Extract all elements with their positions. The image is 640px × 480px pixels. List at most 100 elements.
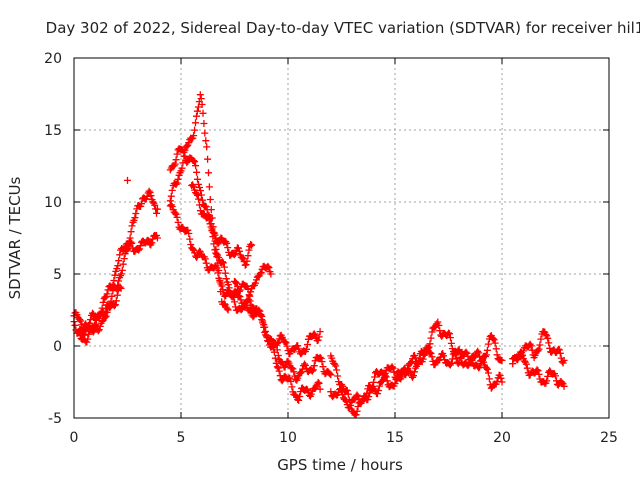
data-point <box>118 266 126 274</box>
data-point <box>241 261 249 269</box>
data-point <box>172 210 180 218</box>
data-point <box>434 318 442 326</box>
plot-frame <box>73 57 610 419</box>
data-point <box>76 316 84 324</box>
x-tick-label: 20 <box>493 430 511 446</box>
data-point <box>95 326 103 334</box>
data-point <box>180 148 188 156</box>
data-point <box>123 246 131 254</box>
data-point <box>381 372 389 380</box>
data-point <box>537 335 545 343</box>
data-point <box>371 373 379 381</box>
data-point <box>94 327 102 335</box>
data-point <box>214 240 222 248</box>
data-point <box>91 321 99 329</box>
data-point <box>178 164 186 172</box>
data-point <box>326 370 334 378</box>
data-point <box>235 287 243 295</box>
data-point <box>462 348 470 356</box>
data-point <box>455 346 463 353</box>
data-point <box>410 372 417 380</box>
data-point <box>535 345 543 353</box>
x-tick-label: 0 <box>70 430 79 446</box>
data-point <box>190 132 198 140</box>
data-point <box>249 303 257 311</box>
data-point <box>89 309 96 317</box>
data-point <box>211 231 219 239</box>
data-point <box>278 377 286 385</box>
data-point <box>208 225 216 233</box>
data-point <box>265 264 273 272</box>
data-point <box>354 392 362 400</box>
data-point <box>101 310 109 318</box>
data-point <box>71 321 79 329</box>
data-point <box>311 384 319 392</box>
data-point <box>104 286 112 294</box>
data-point <box>411 354 419 362</box>
data-point <box>392 374 400 382</box>
x-tick-label: 15 <box>386 430 404 446</box>
data-point <box>286 374 294 382</box>
data-point <box>273 346 281 354</box>
data-point <box>116 251 124 259</box>
data-point <box>273 363 281 371</box>
data-point <box>245 291 253 299</box>
data-point <box>333 366 341 374</box>
data-point <box>536 341 544 349</box>
data-point <box>427 334 435 342</box>
data-point <box>237 306 245 314</box>
data-point <box>194 252 201 260</box>
data-point <box>127 228 135 236</box>
data-point <box>251 279 259 287</box>
data-point <box>244 285 252 293</box>
data-point <box>317 354 325 362</box>
data-point <box>264 262 272 270</box>
data-point <box>274 364 282 372</box>
data-point <box>354 403 362 410</box>
data-point <box>172 156 180 164</box>
data-point <box>221 292 229 300</box>
data-point <box>428 328 436 336</box>
data-point <box>172 181 180 188</box>
data-point <box>191 126 199 134</box>
data-point <box>309 366 317 374</box>
data-point <box>482 351 490 359</box>
data-point <box>114 262 122 270</box>
data-point <box>205 183 213 191</box>
data-point <box>484 369 492 377</box>
data-point <box>389 364 397 372</box>
data-point <box>224 306 232 314</box>
data-point <box>135 246 143 254</box>
data-point <box>213 264 221 272</box>
data-point <box>493 351 501 359</box>
data-point <box>193 168 201 176</box>
data-point <box>287 378 295 385</box>
data-point <box>190 157 198 165</box>
data-point <box>232 249 239 257</box>
data-point <box>476 363 484 371</box>
data-point <box>497 374 505 382</box>
data-point <box>115 257 123 265</box>
data-point <box>523 364 531 372</box>
data-point <box>119 260 127 268</box>
data-point <box>184 226 192 234</box>
data-point <box>283 342 291 350</box>
data-point <box>341 396 349 404</box>
data-point <box>543 377 551 385</box>
data-point <box>243 257 251 265</box>
data-point <box>319 363 327 371</box>
data-point <box>193 190 201 198</box>
data-point <box>257 269 265 276</box>
data-point <box>307 390 315 398</box>
data-point <box>383 377 391 385</box>
data-point <box>246 297 254 305</box>
data-point <box>100 314 108 322</box>
data-point <box>206 196 214 203</box>
data-point <box>498 378 506 386</box>
data-point <box>399 367 407 375</box>
data-point <box>314 378 322 386</box>
data-point <box>143 192 151 200</box>
data-point <box>388 363 396 371</box>
data-point <box>281 338 289 346</box>
